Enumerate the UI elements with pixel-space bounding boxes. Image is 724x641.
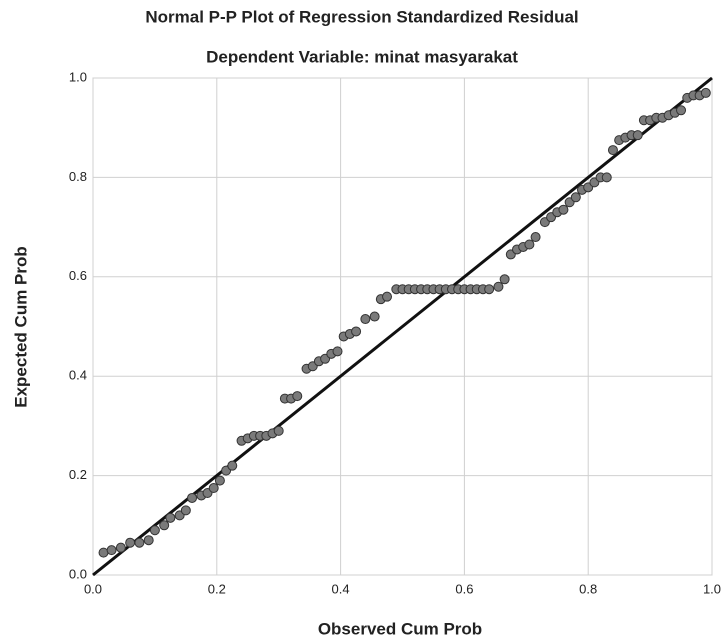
point [214,475,225,486]
point [632,130,643,141]
chart-title: Normal P-P Plot of Regression Standardiz… [145,7,578,26]
x-tick-label: 0.4 [332,581,350,596]
point [106,545,117,556]
point [524,239,535,250]
point [607,145,618,156]
x-tick-label: 0.8 [579,581,597,596]
y-tick-label: 0.4 [69,368,87,383]
point [369,311,380,322]
point [570,192,581,203]
point [700,87,711,98]
point [530,232,541,243]
point [180,505,191,516]
point [227,460,238,471]
y-tick-label: 0.6 [69,268,87,283]
point [273,425,284,436]
x-tick-label: 0.0 [84,581,102,596]
point [558,204,569,215]
x-tick-label: 0.2 [208,581,226,596]
y-tick-label: 0.8 [69,169,87,184]
point [125,537,136,548]
point [493,281,504,292]
point [351,326,362,337]
y-tick-label: 0.0 [69,566,87,581]
point [382,291,393,302]
point [484,284,495,295]
point [360,314,371,325]
point [499,274,510,285]
point [292,391,303,402]
y-tick-label: 1.0 [69,69,87,84]
point [143,535,154,546]
y-tick-label: 0.2 [69,467,87,482]
point [159,520,170,531]
point [601,172,612,183]
point [676,105,687,116]
point [165,512,176,523]
point [208,483,219,494]
x-tick-label: 1.0 [703,581,721,596]
x-tick-label: 0.6 [455,581,473,596]
point [332,346,343,357]
y-axis-label: Expected Cum Prob [11,246,30,408]
point [149,525,160,536]
point [134,537,145,548]
point [187,492,198,503]
point [115,542,126,553]
chart-subtitle: Dependent Variable: minat masyarakat [206,47,518,66]
reference-line [92,76,713,577]
x-axis-label: Observed Cum Prob [318,619,482,638]
